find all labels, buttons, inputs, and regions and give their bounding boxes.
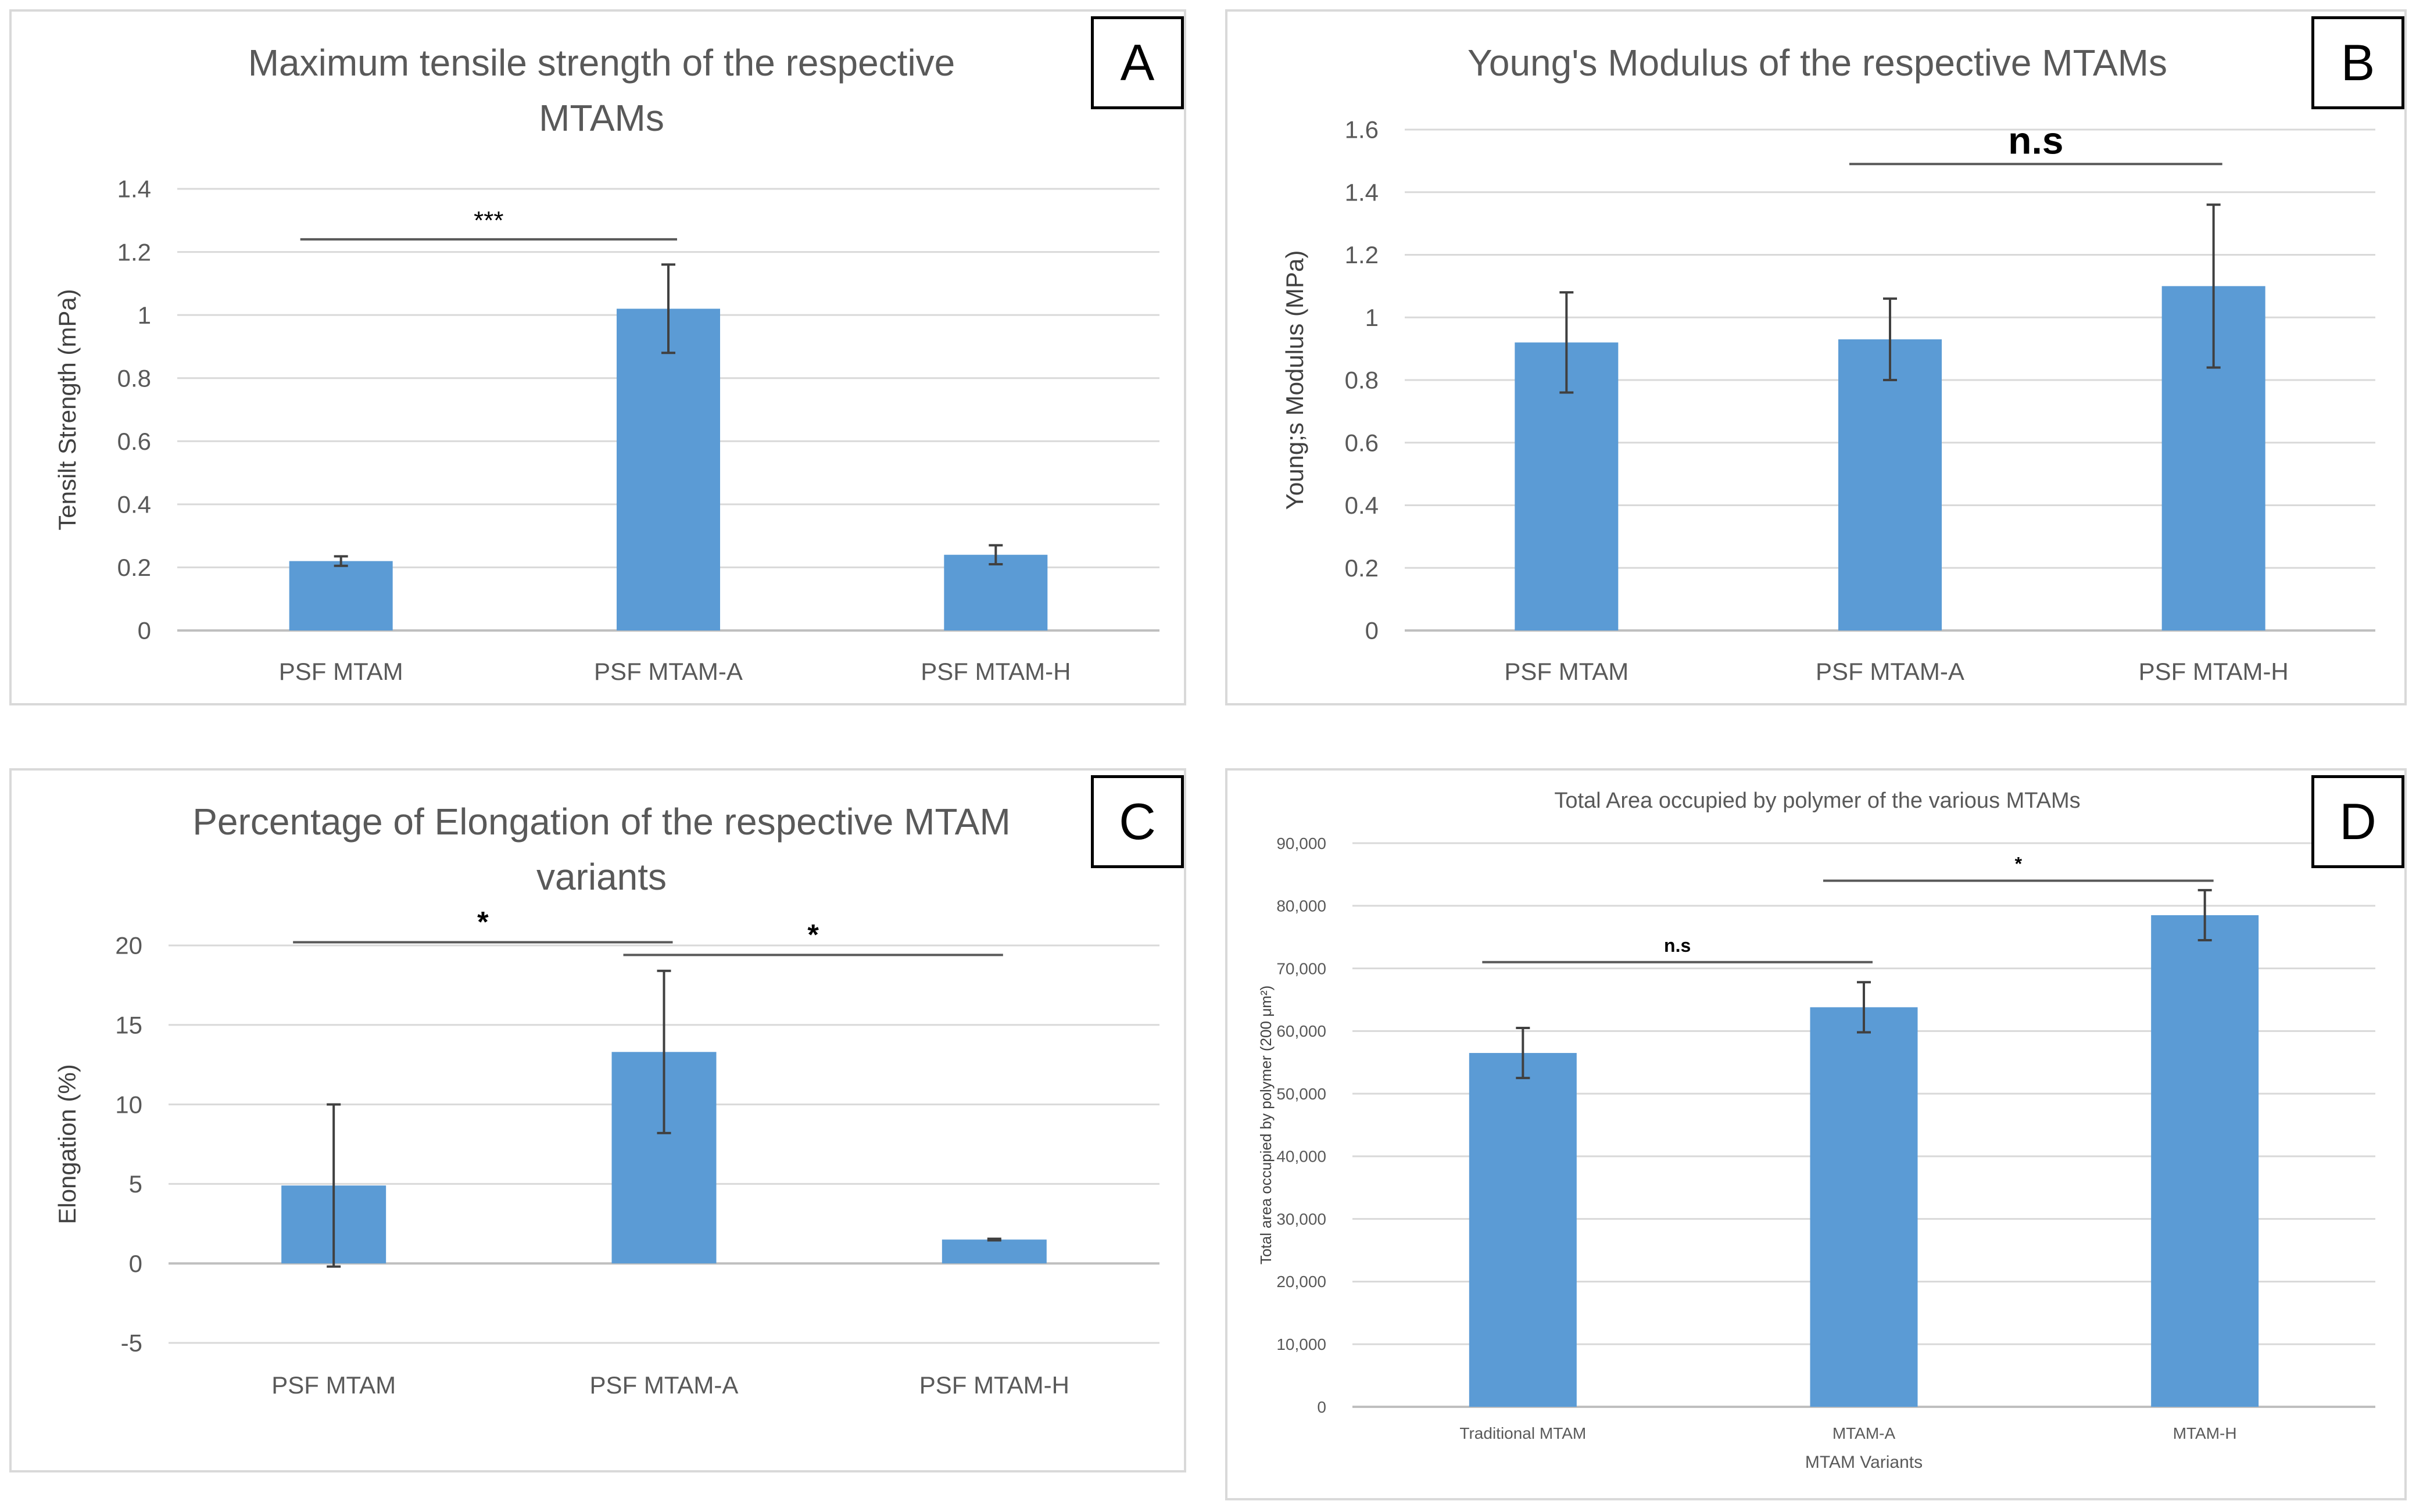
chart-d-ytick-label-5: 50,000: [1276, 1085, 1326, 1103]
chart-c-ytick-label-5: 20: [115, 932, 142, 959]
chart-b-ytick-label-3: 0.6: [1345, 429, 1379, 456]
chart-a-category-label-0: PSF MTAM: [279, 658, 403, 685]
chart-c-significance-label-0: *: [477, 906, 489, 938]
chart-c-category-label-2: PSF MTAM-H: [919, 1371, 1069, 1399]
chart-d-ytick-label-7: 70,000: [1276, 959, 1326, 977]
chart-b-ytick-label-5: 1: [1365, 304, 1379, 331]
chart-a-ytick-label-2: 0.4: [117, 491, 151, 518]
chart-a-svg: Maximum tensile strength of the respecti…: [53, 42, 1159, 685]
chart-c-significance-label-1: *: [807, 918, 819, 951]
chart-panel-c: Percentage of Elongation of the respecti…: [9, 768, 1186, 1472]
chart-d-title-line-0: Total Area occupied by polymer of the va…: [1554, 789, 2080, 813]
panel-label-b: B: [2311, 16, 2404, 109]
chart-b-category-label-1: PSF MTAM-A: [1816, 658, 1964, 685]
chart-a-title-line-1: MTAMs: [539, 97, 664, 139]
chart-c-title-line-1: variants: [536, 856, 667, 898]
chart-a-bar-0: [289, 561, 393, 630]
chart-b-ytick-label-4: 0.8: [1345, 367, 1379, 394]
chart-d-y-axis-label: Total area occupied by polymer (200 μm²): [1257, 986, 1275, 1264]
chart-c-ytick-label-3: 10: [115, 1091, 142, 1118]
chart-b-ytick-label-6: 1.2: [1345, 241, 1379, 268]
chart-b-title-line-0: Young's Modulus of the respective MTAMs: [1468, 42, 2167, 84]
chart-c-ytick-label-0: -5: [121, 1330, 142, 1357]
chart-c-category-label-1: PSF MTAM-A: [590, 1371, 739, 1399]
chart-a-bar-2: [944, 554, 1048, 630]
chart-d-svg: Total Area occupied by polymer of the va…: [1257, 789, 2375, 1472]
chart-b-bar-1: [1838, 339, 1942, 630]
chart-a-ytick-label-7: 1.4: [117, 175, 151, 203]
chart-a-title-line-0: Maximum tensile strength of the respecti…: [248, 42, 955, 84]
chart-d-category-label-2: MTAM-H: [2173, 1424, 2237, 1442]
chart-c-bar-2: [942, 1239, 1047, 1264]
chart-b-ytick-label-7: 1.4: [1345, 178, 1379, 206]
chart-b-category-label-2: PSF MTAM-H: [2139, 658, 2289, 685]
chart-d-ytick-label-3: 30,000: [1276, 1210, 1326, 1228]
chart-d-category-label-0: Traditional MTAM: [1459, 1424, 1586, 1442]
chart-c-svg: Percentage of Elongation of the respecti…: [53, 801, 1159, 1399]
chart-d-ytick-label-9: 90,000: [1276, 834, 1326, 852]
chart-a-y-axis-label: Tensilt Strength (mPa): [53, 289, 81, 531]
chart-b-ytick-label-8: 1.6: [1345, 116, 1379, 144]
panel-label-a: A: [1091, 16, 1184, 109]
chart-d-ytick-label-0: 0: [1317, 1398, 1326, 1416]
chart-b-ytick-label-2: 0.4: [1345, 492, 1379, 519]
chart-c-y-axis-label: Elongation (%): [53, 1064, 81, 1224]
chart-a-category-label-1: PSF MTAM-A: [594, 658, 743, 685]
chart-d-ytick-label-2: 20,000: [1276, 1273, 1326, 1291]
panel-label-d: D: [2311, 775, 2404, 868]
chart-a-ytick-label-0: 0: [138, 617, 151, 644]
chart-d-bar-1: [1810, 1007, 1918, 1407]
chart-c-ytick-label-2: 5: [129, 1170, 142, 1198]
chart-a-significance-label-0: ***: [474, 206, 503, 235]
chart-d-ytick-label-6: 60,000: [1276, 1022, 1326, 1040]
chart-d-significance-label-0: n.s: [1664, 935, 1691, 956]
chart-c-title-line-0: Percentage of Elongation of the respecti…: [192, 801, 1011, 843]
chart-b-svg: Young's Modulus of the respective MTAMs 0…: [1281, 42, 2375, 685]
chart-b-ytick-label-0: 0: [1365, 617, 1379, 644]
chart-a-bar-1: [617, 309, 720, 630]
chart-c-ytick-label-4: 15: [115, 1012, 142, 1039]
chart-b-y-axis-label: Young;s Modulus (MPa): [1281, 250, 1308, 510]
chart-b-significance-label-0: n.s: [2008, 119, 2063, 162]
chart-d-ytick-label-8: 80,000: [1276, 897, 1326, 915]
chart-panel-b: Young's Modulus of the respective MTAMs 0…: [1225, 9, 2407, 705]
chart-a-ytick-label-1: 0.2: [117, 554, 151, 581]
chart-a-ytick-label-4: 0.8: [117, 364, 151, 392]
chart-panel-d: Total Area occupied by polymer of the va…: [1225, 768, 2407, 1500]
chart-b-ytick-label-1: 0.2: [1345, 554, 1379, 582]
panel-label-c: C: [1091, 775, 1184, 868]
chart-d-significance-label-1: *: [2015, 854, 2023, 875]
chart-d-x-axis-label: MTAM Variants: [1805, 1453, 1923, 1472]
chart-d-bar-0: [1469, 1053, 1577, 1407]
chart-d-bar-2: [2151, 915, 2259, 1407]
chart-a-ytick-label-6: 1.2: [117, 238, 151, 266]
chart-d-category-label-1: MTAM-A: [1832, 1424, 1896, 1442]
chart-a-ytick-label-5: 1: [138, 302, 151, 329]
chart-a-ytick-label-3: 0.6: [117, 428, 151, 455]
chart-c-ytick-label-1: 0: [129, 1250, 142, 1277]
chart-d-ytick-label-4: 40,000: [1276, 1148, 1326, 1166]
chart-b-category-label-0: PSF MTAM: [1504, 658, 1628, 685]
chart-d-ytick-label-1: 10,000: [1276, 1335, 1326, 1353]
chart-a-category-label-2: PSF MTAM-H: [921, 658, 1071, 685]
chart-c-category-label-0: PSF MTAM: [271, 1371, 396, 1399]
chart-panel-a: Maximum tensile strength of the respecti…: [9, 9, 1186, 705]
